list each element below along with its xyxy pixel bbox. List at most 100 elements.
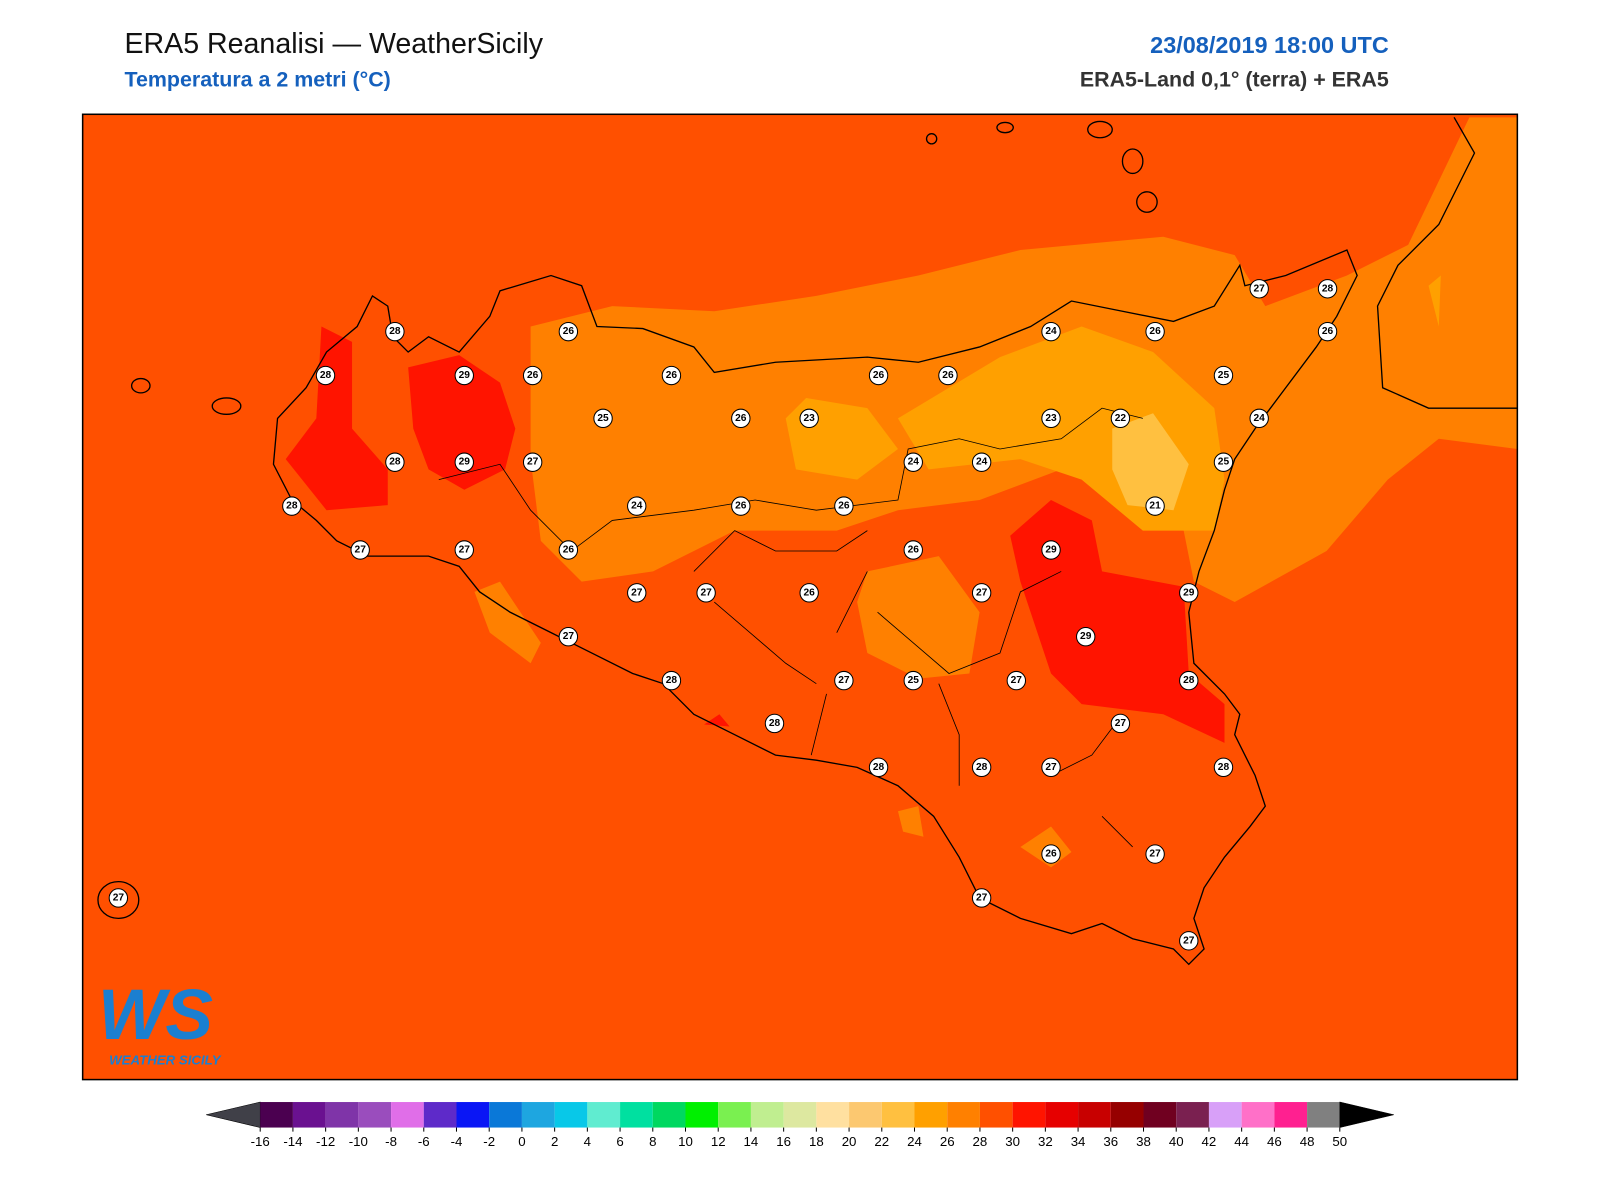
station: 29 (454, 452, 474, 472)
station-value: 27 (459, 545, 471, 556)
title: ERA5 Reanalisi — WeatherSicily (124, 28, 543, 60)
station-marker (1145, 496, 1165, 516)
colorbar-tick-label: 6 (616, 1134, 623, 1149)
station-value: 25 (908, 675, 920, 686)
station-value: 29 (1045, 545, 1057, 556)
station: 27 (522, 452, 543, 472)
station-marker (1041, 540, 1061, 560)
colorbar-tick-label: 8 (649, 1134, 656, 1149)
station: 27 (971, 583, 992, 603)
station-value: 24 (631, 501, 643, 512)
station-marker (834, 496, 854, 516)
station: 25 (1213, 365, 1234, 386)
station-marker (799, 408, 819, 429)
colorbar-tick-label: 0 (518, 1134, 525, 1149)
station: 29 (454, 365, 474, 386)
station: 27 (834, 670, 854, 691)
colorbar-bin (685, 1102, 719, 1128)
colorbar-tick-label: 12 (711, 1134, 726, 1149)
station-marker (1006, 670, 1027, 691)
station: 28 (971, 757, 992, 778)
colorbar-tick-label: -12 (316, 1134, 335, 1149)
station-value: 23 (1045, 413, 1057, 424)
colorbar-bin (554, 1102, 588, 1128)
station-marker (1041, 844, 1061, 864)
colorbar-bin (260, 1102, 293, 1128)
station: 28 (1317, 279, 1338, 299)
map: 28 26 28 29 26 26 25 26 23 28 29 27 28 24 26 26 27 27 26 27… (82, 114, 1518, 1080)
station: 27 (558, 627, 579, 647)
colorbar-bin (358, 1102, 392, 1128)
station-value: 26 (735, 413, 747, 424)
station-value: 28 (769, 718, 781, 729)
station-value: 27 (355, 545, 367, 556)
station-value: 25 (597, 413, 609, 424)
colorbar-tick-label: 40 (1169, 1134, 1184, 1149)
station: 26 (731, 408, 751, 429)
station-marker (1110, 408, 1131, 429)
station: 28 (661, 670, 682, 691)
colorbar-bin (849, 1102, 882, 1128)
station: 26 (868, 365, 889, 386)
colorbar-tick-label: 4 (584, 1134, 591, 1149)
station-value: 26 (838, 501, 850, 512)
colorbar-bin (816, 1102, 850, 1128)
station-value: 27 (1011, 675, 1023, 686)
station: 26 (522, 365, 543, 386)
station-marker (731, 496, 751, 516)
colorbar-bin (423, 1102, 457, 1128)
station-marker (903, 452, 923, 472)
station-value: 27 (1254, 283, 1266, 294)
station-value: 27 (1045, 762, 1057, 773)
station-value: 21 (1149, 501, 1161, 512)
colorbar-bin (1176, 1102, 1209, 1128)
colorbar-tick-label: 48 (1300, 1134, 1315, 1149)
station: 27 (1041, 757, 1061, 778)
colorbar-bin (750, 1102, 784, 1128)
logo: WS WEATHER SICILY (98, 975, 222, 1068)
station: 24 (1249, 408, 1269, 429)
station-marker (1213, 452, 1234, 472)
colorbar-tick-label: 34 (1071, 1134, 1086, 1149)
station: 28 (764, 713, 785, 734)
station: 28 (868, 757, 889, 778)
map-frame (81, 113, 1519, 1081)
station-marker (971, 583, 992, 603)
station-marker (350, 540, 370, 560)
station-marker (661, 670, 682, 691)
station-marker (315, 365, 336, 386)
station: 27 (696, 583, 716, 603)
station-value: 26 (942, 370, 954, 381)
station: 25 (1213, 452, 1234, 472)
colorbar-tick-label: 24 (907, 1134, 922, 1149)
station: 26 (1041, 844, 1061, 864)
station: 27 (454, 540, 474, 560)
station: 26 (834, 496, 854, 516)
station: 26 (1317, 321, 1338, 342)
station: 27 (1006, 670, 1027, 691)
station-marker (1041, 408, 1061, 429)
colorbar-bin (1110, 1102, 1144, 1128)
station-marker (1179, 583, 1199, 603)
colorbar-bin (1045, 1102, 1079, 1128)
station-marker (1041, 757, 1061, 778)
colorbar-bin (325, 1102, 359, 1128)
station: 26 (661, 365, 682, 386)
station-value: 28 (389, 326, 401, 337)
datetime: 23/08/2019 18:00 UTC (1150, 32, 1389, 58)
station-value: 27 (976, 892, 988, 903)
colorbar-tick-label: 10 (678, 1134, 693, 1149)
station-marker (868, 757, 889, 778)
colorbar-bin (1307, 1102, 1340, 1128)
station-value: 24 (1045, 326, 1057, 337)
station-value: 27 (1183, 935, 1195, 946)
station-value: 26 (908, 545, 920, 556)
station-marker (108, 888, 129, 908)
station-marker (1213, 365, 1234, 386)
station: 29 (1179, 583, 1199, 603)
colorbar-tick-label: 28 (973, 1134, 988, 1149)
station: 25 (903, 670, 923, 691)
station-marker (454, 365, 474, 386)
station-value: 24 (908, 457, 920, 468)
station-marker (1145, 321, 1165, 342)
